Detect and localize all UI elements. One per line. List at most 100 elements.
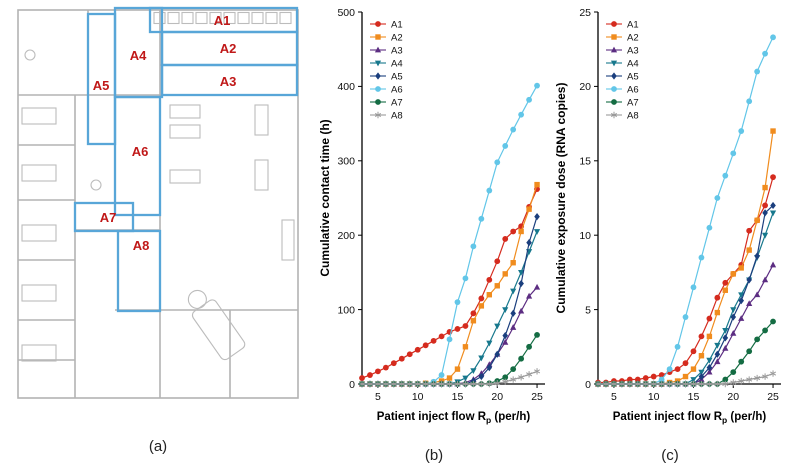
marker-diamond [746,276,752,284]
marker-triangle-up [769,261,777,268]
marker-circle [375,86,381,92]
marker-triangle-down [518,270,525,276]
marker-star [382,380,389,388]
series-line-A6 [598,37,774,385]
chart-exposure-dose: 0 5 10 15 20 25 5 10 15 20 25 A1 A2 A3 A4 A5 A6 A7 A8 Cumul… [552,0,788,447]
marker-circle [470,310,477,317]
marker-circle [398,355,405,362]
marker-circle [722,279,729,286]
marker-circle [754,68,761,75]
legend-item-A4: A4 [370,59,403,70]
marker-triangle-up [533,283,541,290]
marker-triangle-up [502,338,509,345]
marker-star [438,380,445,388]
chart-svg-b: 0 100 200 300 400 500 5 10 15 20 25 A1 A2 A3 A4 A5 A6 A7 A… [318,7,545,425]
marker-circle [730,369,737,375]
x-axis-label: Patient inject flow Rp (per/h) [377,411,531,425]
marker-triangle-down [730,307,737,313]
marker-circle [611,86,617,92]
marker-diamond [754,252,760,260]
marker-circle [534,331,540,338]
marker-star [374,380,381,388]
marker-circle [746,227,753,234]
y-tick-label: 400 [337,81,355,93]
marker-diamond [502,332,509,340]
legend-label-A8: A8 [391,111,403,122]
marker-star [650,380,657,388]
marker-triangle-down [610,60,618,67]
marker-circle [770,174,776,181]
legend-label-A5: A5 [627,72,639,83]
marker-square [722,287,729,293]
marker-square [682,373,689,380]
legend-item-A3: A3 [606,46,639,57]
marker-square [770,128,776,134]
marker-star [502,378,509,385]
marker-circle [502,236,509,242]
marker-circle [738,358,745,365]
marker-circle [486,187,493,194]
y-tick-label: 0 [585,379,591,391]
marker-square [730,271,736,277]
x-tick-label: 5 [611,391,617,403]
marker-star [618,380,625,388]
legend-label-A1: A1 [391,20,403,31]
marker-triangle-down [502,307,509,313]
series-line-A3 [598,264,774,385]
marker-circle [526,343,532,350]
marker-square [706,333,713,340]
marker-star [602,380,610,388]
marker-square [375,34,381,40]
x-axis-label: Patient inject flow Rp (per/h) [613,411,767,425]
marker-diamond [611,72,617,80]
marker-triangle-up [754,291,761,298]
zone-label-A4: A4 [130,48,147,63]
marker-circle [470,243,477,250]
marker-circle [518,111,525,118]
x-tick-label: 15 [688,391,700,403]
legend-label-A8: A8 [627,111,639,122]
marker-star [518,374,525,381]
chart-contact-time: 0 100 200 300 400 500 5 10 15 20 25 A1 A2 A3 A4 A5 A6 A7 A… [316,0,552,447]
marker-star [414,380,421,388]
marker-star [698,380,705,388]
marker-circle [722,376,729,383]
zone-label-A7: A7 [100,210,117,225]
marker-triangle-up [518,307,525,314]
marker-star [769,370,777,377]
marker-square [738,265,744,271]
marker-square [446,375,453,381]
marker-circle [486,276,493,283]
zone-box-A5 [86,12,117,146]
marker-triangle-down [533,229,541,235]
marker-circle [438,372,445,378]
y-tick-label: 200 [337,230,355,242]
marker-star [478,380,485,388]
marker-square [454,366,461,372]
marker-circle [770,318,776,325]
marker-circle [526,96,532,103]
marker-star [754,374,761,382]
marker-square [690,366,697,372]
marker-circle [682,360,689,367]
marker-square [462,344,469,350]
marker-square [502,271,508,277]
marker-circle [414,346,421,353]
marker-circle [462,323,469,329]
marker-circle [770,34,776,41]
marker-star [510,376,517,383]
marker-circle [714,294,721,301]
marker-star [738,377,745,385]
y-tick-label: 300 [337,156,355,168]
marker-star [430,380,437,388]
series-line-A5 [362,216,538,385]
marker-square [470,318,477,324]
marker-triangle-down [470,368,477,375]
legend-label-A2: A2 [627,33,639,44]
marker-triangle-down [374,60,382,67]
legend-label-A6: A6 [391,85,403,96]
x-tick-label: 25 [767,391,779,403]
marker-circle [422,342,429,349]
y-tick-label: 15 [579,156,591,168]
marker-star [366,380,374,388]
